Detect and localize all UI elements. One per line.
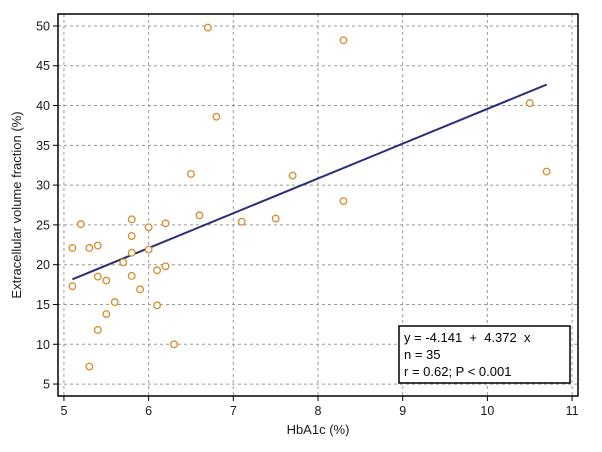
data-point: [153, 266, 162, 275]
data-point: [110, 298, 119, 307]
data-point: [525, 99, 534, 108]
y-tick-label: 20: [36, 258, 50, 272]
data-point: [237, 217, 246, 226]
data-point: [187, 170, 195, 178]
y-tick-label: 5: [43, 378, 50, 392]
stats-box-frame: [398, 325, 571, 384]
y-axis-title: Extracellular volume fraction (%): [9, 111, 24, 298]
data-point: [93, 241, 102, 250]
x-axis-title: HbA1c (%): [287, 422, 350, 437]
data-point: [339, 36, 348, 45]
data-point: [144, 223, 153, 232]
data-point: [339, 197, 348, 205]
data-point: [85, 362, 94, 371]
data-point: [195, 211, 204, 220]
x-tick-label: 11: [566, 404, 579, 418]
data-point: [127, 232, 136, 240]
y-tick-labels: 5 10 15 20 25 30 35 40 45 50: [36, 19, 50, 391]
data-point: [144, 245, 153, 254]
data-point: [102, 310, 111, 318]
data-point: [161, 262, 170, 271]
data-point: [136, 285, 145, 294]
data-point: [288, 171, 297, 180]
regression-stats-box: y = -4.141 + 4.372 x n = 35 r = 0.62; P …: [398, 325, 571, 384]
data-point: [271, 214, 280, 223]
x-tick-label: 5: [60, 404, 67, 418]
data-point: [127, 215, 136, 224]
data-point: [212, 112, 221, 121]
data-point: [85, 244, 94, 252]
data-point: [203, 23, 212, 32]
data-point: [119, 258, 128, 267]
data-point: [102, 276, 111, 285]
x-tick-label: 9: [399, 404, 406, 418]
data-point: [127, 248, 136, 257]
x-tick-label: 7: [230, 404, 237, 418]
y-tick-label: 25: [36, 218, 50, 232]
sample-size: n = 35: [404, 347, 441, 362]
data-point: [68, 244, 77, 252]
y-tick-label: 15: [36, 298, 50, 312]
data-point: [93, 272, 102, 281]
regression-equation: y = -4.141 + 4.372 x: [404, 330, 531, 345]
data-point: [127, 271, 136, 280]
correlation-stat: r = 0.62; P < 0.001: [404, 364, 511, 379]
data-point: [161, 219, 170, 228]
y-tick-label: 45: [36, 59, 50, 73]
y-tick-label: 50: [36, 19, 50, 33]
x-tick-label: 8: [315, 404, 322, 418]
x-tick-label: 6: [145, 404, 152, 418]
y-tick-label: 35: [36, 139, 50, 153]
data-point: [68, 282, 77, 291]
y-tick-label: 30: [36, 179, 50, 193]
data-point: [76, 220, 85, 229]
data-point: [153, 301, 162, 310]
x-tick-labels: 5 6 7 8 9 10 11: [60, 404, 578, 418]
axis-ticks: [53, 25, 573, 401]
data-points: [68, 23, 551, 371]
data-point: [93, 325, 102, 334]
y-tick-label: 10: [36, 338, 50, 352]
data-point: [542, 167, 551, 176]
y-tick-label: 40: [36, 99, 50, 113]
x-tick-label: 10: [480, 404, 494, 418]
data-point: [170, 340, 178, 349]
